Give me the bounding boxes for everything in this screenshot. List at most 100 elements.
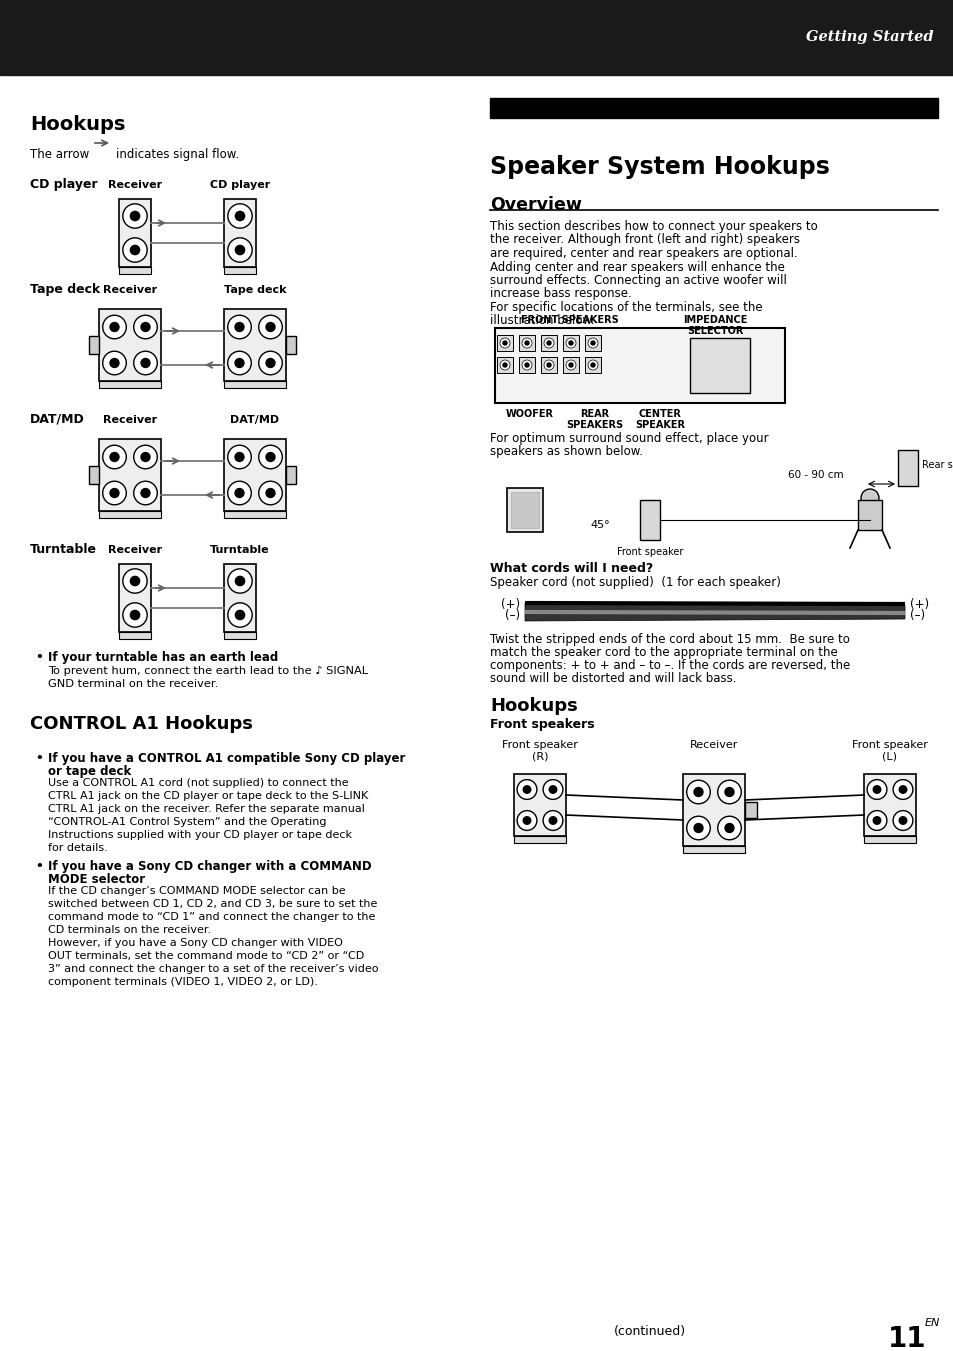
- Circle shape: [234, 489, 244, 497]
- Text: (–): (–): [909, 609, 924, 621]
- Circle shape: [717, 816, 740, 840]
- Text: CTRL A1 jack on the CD player or tape deck to the S-LINK: CTRL A1 jack on the CD player or tape de…: [48, 790, 368, 801]
- Text: (+): (+): [500, 598, 519, 611]
- Text: Front speaker: Front speaker: [617, 547, 682, 557]
- Circle shape: [568, 363, 573, 367]
- Text: Speaker cord (not supplied)  (1 for each speaker): Speaker cord (not supplied) (1 for each …: [490, 576, 781, 589]
- Bar: [639, 500, 659, 540]
- Bar: [682, 774, 744, 846]
- Bar: [224, 381, 286, 388]
- Bar: [744, 802, 757, 817]
- Text: If your turntable has an earth lead: If your turntable has an earth lead: [48, 651, 278, 663]
- Circle shape: [693, 788, 702, 797]
- Circle shape: [141, 489, 150, 497]
- Circle shape: [522, 817, 530, 824]
- Bar: [99, 309, 161, 381]
- Circle shape: [228, 351, 251, 374]
- Circle shape: [110, 489, 119, 497]
- Bar: [224, 309, 286, 381]
- Circle shape: [228, 446, 251, 469]
- Circle shape: [542, 811, 562, 831]
- Circle shape: [521, 359, 532, 370]
- Text: Getting Started: Getting Started: [805, 31, 933, 45]
- Circle shape: [234, 453, 244, 462]
- Circle shape: [517, 780, 537, 800]
- Circle shape: [103, 446, 126, 469]
- Text: DAT/MD: DAT/MD: [30, 413, 85, 426]
- Bar: [584, 357, 600, 373]
- Text: illustration below.: illustration below.: [490, 315, 594, 327]
- Circle shape: [266, 358, 274, 367]
- Bar: [863, 836, 915, 843]
- Text: Rear speaker: Rear speaker: [921, 459, 953, 470]
- Circle shape: [266, 453, 274, 462]
- Circle shape: [499, 338, 510, 349]
- Bar: [682, 846, 744, 852]
- Circle shape: [133, 481, 157, 505]
- Bar: [689, 338, 749, 393]
- Circle shape: [899, 786, 905, 793]
- Bar: [514, 774, 565, 836]
- Text: Adding center and rear speakers will enhance the: Adding center and rear speakers will enh…: [490, 261, 784, 273]
- Bar: [497, 357, 513, 373]
- Text: Receiver: Receiver: [103, 415, 157, 426]
- Circle shape: [693, 824, 702, 832]
- Text: To prevent hum, connect the earth lead to the ♪ SIGNAL: To prevent hum, connect the earth lead t…: [48, 666, 368, 677]
- Text: sound will be distorted and will lack bass.: sound will be distorted and will lack ba…: [490, 671, 736, 685]
- Text: surround effects. Connecting an active woofer will: surround effects. Connecting an active w…: [490, 274, 786, 286]
- Text: Turntable: Turntable: [210, 544, 270, 555]
- Bar: [119, 267, 151, 274]
- Circle shape: [235, 246, 244, 254]
- Text: GND terminal on the receiver.: GND terminal on the receiver.: [48, 680, 218, 689]
- Text: WOOFER: WOOFER: [505, 409, 554, 419]
- Circle shape: [131, 211, 139, 220]
- Bar: [495, 328, 784, 403]
- Bar: [224, 511, 286, 517]
- Text: Hookups: Hookups: [30, 115, 125, 134]
- Circle shape: [590, 363, 595, 367]
- Circle shape: [228, 238, 252, 262]
- Circle shape: [103, 481, 126, 505]
- Circle shape: [123, 204, 147, 228]
- Text: FRONT SPEAKERS: FRONT SPEAKERS: [520, 315, 618, 326]
- Text: (–): (–): [504, 609, 519, 621]
- Text: switched between CD 1, CD 2, and CD 3, be sure to set the: switched between CD 1, CD 2, and CD 3, b…: [48, 898, 377, 909]
- Text: (+): (+): [909, 598, 928, 611]
- Circle shape: [543, 359, 554, 370]
- Text: component terminals (VIDEO 1, VIDEO 2, or LD).: component terminals (VIDEO 1, VIDEO 2, o…: [48, 977, 317, 988]
- Text: “CONTROL-A1 Control System” and the Operating: “CONTROL-A1 Control System” and the Oper…: [48, 817, 326, 827]
- Circle shape: [228, 204, 252, 228]
- Circle shape: [587, 359, 598, 370]
- Circle shape: [546, 363, 551, 367]
- Bar: [540, 357, 557, 373]
- Circle shape: [133, 446, 157, 469]
- Circle shape: [568, 340, 573, 345]
- Circle shape: [228, 603, 252, 627]
- Circle shape: [686, 816, 710, 840]
- Text: IMPEDANCE: IMPEDANCE: [682, 315, 746, 326]
- Bar: [224, 632, 255, 639]
- Bar: [224, 267, 255, 274]
- Circle shape: [872, 786, 880, 793]
- Bar: [119, 199, 151, 267]
- Text: increase bass response.: increase bass response.: [490, 288, 631, 300]
- Bar: [286, 336, 295, 354]
- Bar: [119, 632, 151, 639]
- Circle shape: [131, 577, 139, 585]
- Text: If you have a CONTROL A1 compatible Sony CD player: If you have a CONTROL A1 compatible Sony…: [48, 753, 405, 765]
- Circle shape: [258, 315, 282, 339]
- Text: CTRL A1 jack on the receiver. Refer the separate manual: CTRL A1 jack on the receiver. Refer the …: [48, 804, 364, 815]
- Circle shape: [103, 315, 126, 339]
- Circle shape: [499, 359, 510, 370]
- Circle shape: [131, 611, 139, 620]
- Text: This section describes how to connect your speakers to: This section describes how to connect yo…: [490, 220, 817, 232]
- Polygon shape: [524, 603, 904, 621]
- Text: indicates signal flow.: indicates signal flow.: [116, 149, 239, 161]
- Text: CONTROL A1 Hookups: CONTROL A1 Hookups: [30, 715, 253, 734]
- Bar: [863, 774, 915, 836]
- Text: 3” and connect the changer to a set of the receiver’s video: 3” and connect the changer to a set of t…: [48, 965, 378, 974]
- Circle shape: [724, 824, 733, 832]
- Text: Speaker System Hookups: Speaker System Hookups: [490, 155, 829, 178]
- Text: MODE selector: MODE selector: [48, 873, 145, 886]
- Circle shape: [258, 351, 282, 374]
